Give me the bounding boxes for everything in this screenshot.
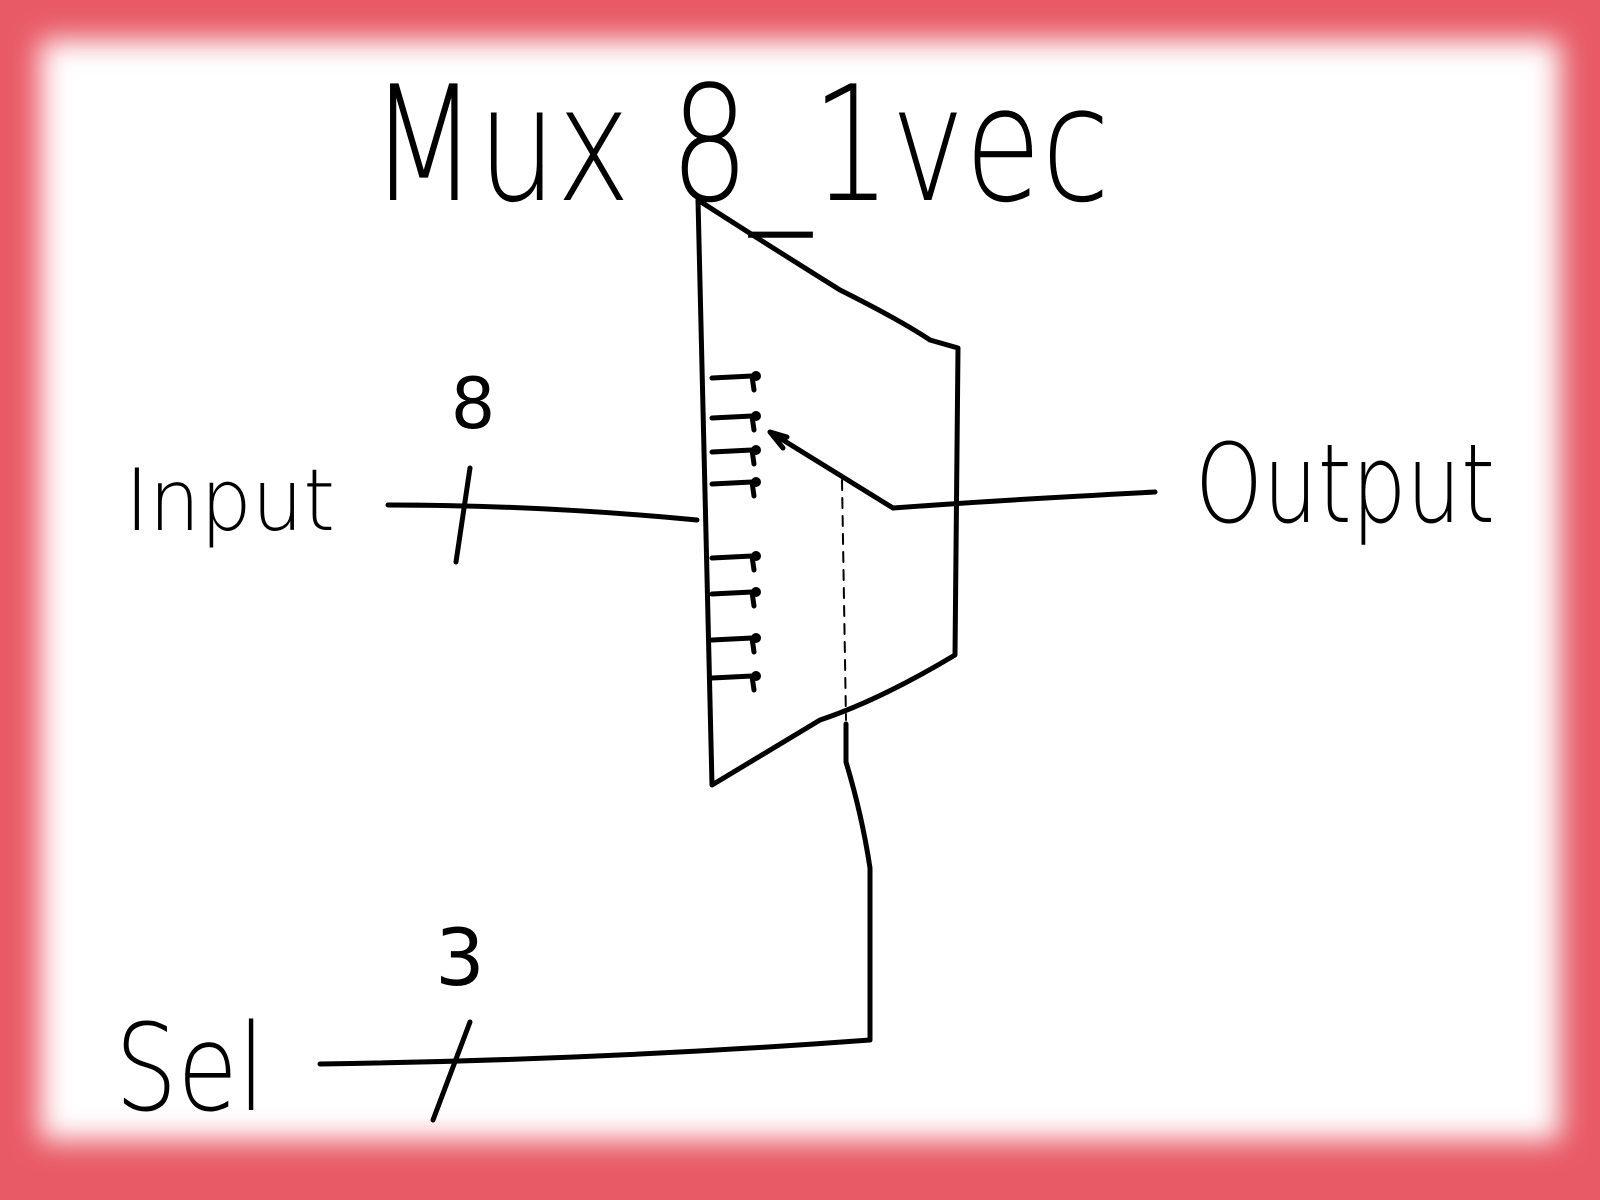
select-label: Sel xyxy=(115,1000,265,1139)
output-wire xyxy=(890,489,1158,511)
input-wire xyxy=(385,502,700,523)
select-width-label: 3 xyxy=(435,914,485,1004)
input-width-label: 8 xyxy=(451,363,496,445)
mux-input-dot xyxy=(751,477,761,487)
mux-input-dot xyxy=(751,671,761,681)
mux-input-dot xyxy=(751,633,761,643)
mux-body xyxy=(695,197,961,788)
output-label: Output xyxy=(1195,420,1495,548)
mux-input-dot xyxy=(751,411,761,421)
input-bus-slash xyxy=(453,465,473,565)
select-dashed-line xyxy=(841,479,847,721)
mux-input-stubs xyxy=(709,371,761,693)
mux-input-dot xyxy=(751,371,761,381)
mux-input-dot xyxy=(751,445,761,455)
mux-input-dot xyxy=(751,587,761,597)
mux-input-dot xyxy=(751,551,761,561)
selector-arrow xyxy=(767,429,896,511)
select-bus-slash xyxy=(430,1019,473,1123)
diagram-title: Mux 8_1vec xyxy=(370,51,1110,238)
input-label: Input xyxy=(125,451,335,551)
